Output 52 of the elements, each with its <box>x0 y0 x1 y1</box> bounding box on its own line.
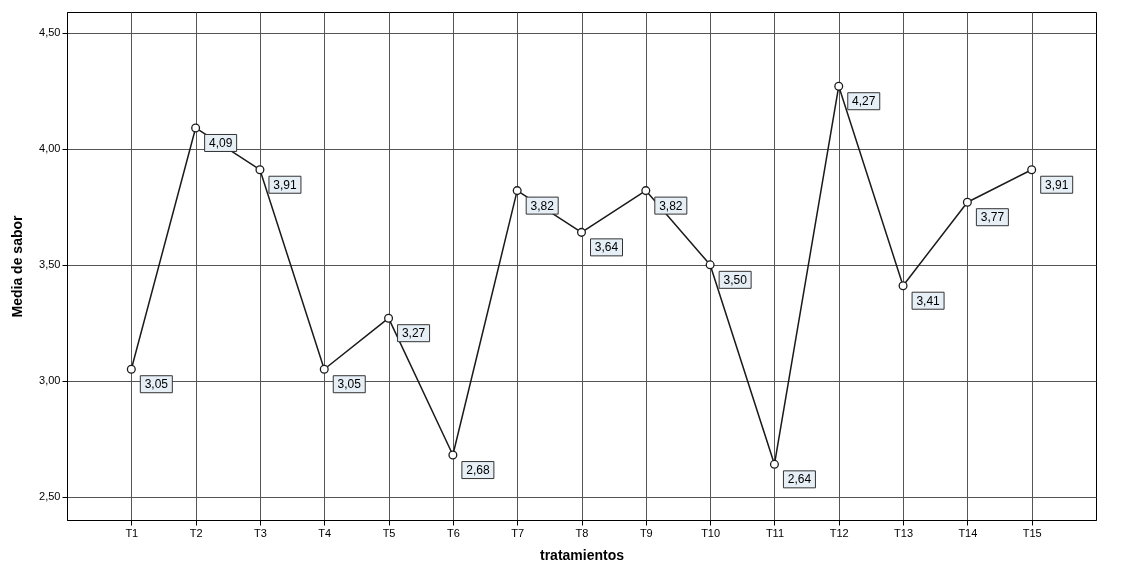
x-tick-label: T9 <box>639 526 653 539</box>
y-tick-label: 3,50 <box>39 258 61 271</box>
point <box>834 81 844 91</box>
data-label: 3,41 <box>916 293 941 308</box>
point <box>126 364 136 374</box>
data-label: 2,68 <box>466 463 490 478</box>
data-label: 4,09 <box>208 135 233 150</box>
x-tick-label: T14 <box>958 526 978 539</box>
x-tick-label: T3 <box>254 526 267 539</box>
y-tick-label: 2,50 <box>39 490 61 503</box>
point <box>576 227 587 237</box>
data-label: 3,27 <box>401 326 426 341</box>
x-tick-label: T15 <box>1022 526 1042 539</box>
data-label: 4,27 <box>852 94 876 109</box>
x-tick-label: T4 <box>318 526 332 539</box>
x-tick-label: T12 <box>829 526 849 539</box>
point <box>512 186 522 196</box>
x-tick-label: T10 <box>701 526 721 539</box>
point <box>1027 165 1037 175</box>
x-tick-label: T13 <box>894 526 914 539</box>
x-tick-label: T11 <box>765 526 785 539</box>
data-label: 3,50 <box>723 272 748 287</box>
data-label: 3,77 <box>980 210 1005 225</box>
x-tick-label: T7 <box>511 526 525 539</box>
point <box>191 123 201 133</box>
x-tick-label: T8 <box>575 526 589 539</box>
point <box>319 364 329 374</box>
y-tick-label: 4,00 <box>39 142 61 155</box>
x-tick-label: T2 <box>189 526 203 539</box>
point <box>898 281 908 291</box>
data-label: 3,05 <box>144 377 169 392</box>
point <box>384 313 394 323</box>
point <box>962 197 972 207</box>
y-axis-title: Media de sabor <box>9 214 26 318</box>
x-tick-label: T6 <box>446 526 460 539</box>
point <box>769 459 779 469</box>
point <box>448 450 458 460</box>
x-tick-label: T1 <box>125 526 139 539</box>
x-tick-label: T5 <box>382 526 396 539</box>
point <box>641 186 651 196</box>
point <box>255 165 265 175</box>
y-tick-label: 4,50 <box>39 26 61 39</box>
data-label: 3,91 <box>1045 177 1069 192</box>
x-axis-title: tratamientos <box>539 546 625 563</box>
data-label: 3,05 <box>337 377 362 392</box>
data-label: 3,82 <box>659 198 683 213</box>
data-label: 3,91 <box>273 177 297 192</box>
point <box>705 260 715 270</box>
data-label: 3,64 <box>594 240 619 255</box>
y-tick-label: 3,00 <box>39 374 61 387</box>
data-label: 2,64 <box>787 472 812 487</box>
data-label: 3,82 <box>530 198 555 213</box>
